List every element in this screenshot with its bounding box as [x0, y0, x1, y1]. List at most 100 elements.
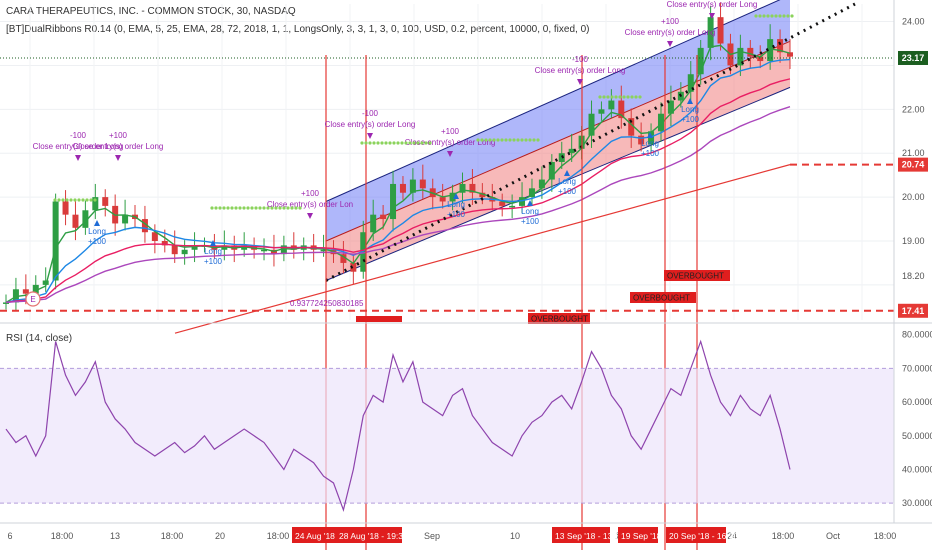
candle-body	[588, 113, 595, 136]
date-badge-box	[666, 527, 726, 543]
candle-body	[32, 284, 39, 294]
trade-amount-label: +100	[301, 189, 320, 198]
entry-arrow	[564, 170, 570, 176]
long-entry-label: Long	[447, 200, 465, 209]
candle-body	[340, 254, 347, 263]
target-dot	[214, 206, 218, 210]
target-dot	[254, 206, 258, 210]
target-dot	[368, 141, 372, 145]
date-badge-label: 13 Sep '18 - 13:30	[555, 531, 624, 541]
overbought-box	[630, 292, 696, 303]
time-tick-label: 10	[510, 531, 520, 541]
candle-body	[707, 17, 714, 48]
target-dot	[408, 141, 412, 145]
candle-body	[171, 245, 178, 255]
target-dot	[388, 141, 392, 145]
date-badge-label: 19 Sep '18	[621, 531, 662, 541]
target-dot	[250, 206, 254, 210]
target-dot	[274, 206, 278, 210]
candle-body	[737, 47, 744, 66]
long-amount-label: +100	[641, 149, 660, 158]
candle-body	[628, 118, 635, 136]
ribbon-slowest-ema	[5, 106, 791, 304]
candle-body	[52, 201, 59, 281]
target-dot	[226, 206, 230, 210]
target-dot	[89, 198, 93, 202]
candle-body	[390, 183, 397, 220]
target-dot	[222, 206, 226, 210]
target-dot	[294, 206, 298, 210]
trade-amount-label: -100	[70, 131, 87, 140]
target-dot	[630, 95, 634, 99]
candle-body	[528, 188, 535, 198]
target-dot	[480, 138, 484, 142]
close-entry-label: Close entry(s) order Long	[535, 66, 626, 75]
candle-body	[747, 47, 754, 57]
time-tick-label: 6	[7, 531, 12, 541]
target-dot	[754, 14, 758, 18]
candle-body	[241, 245, 248, 250]
overbought-label: OVERBOUGHT	[531, 315, 588, 324]
candle-body	[320, 249, 327, 252]
overbought-box	[528, 313, 590, 324]
candle-body	[717, 17, 724, 44]
candle-body	[82, 210, 89, 228]
target-dot	[782, 14, 786, 18]
target-dot	[484, 138, 488, 142]
target-dot	[93, 198, 97, 202]
target-dot	[786, 14, 790, 18]
target-dot	[622, 95, 626, 99]
ribbon-fast-ema	[5, 44, 791, 304]
exit-arrow	[447, 151, 453, 157]
time-tick-label: 18:00	[772, 531, 795, 541]
target-dot	[774, 14, 778, 18]
candle-body	[499, 201, 506, 206]
lower-level-tag-box	[898, 303, 928, 318]
candle-body	[767, 39, 774, 62]
candle-body	[697, 47, 704, 75]
fib-level-label: 0.937724250830185	[290, 299, 364, 308]
rsi-tick-label: 60.0000	[902, 397, 932, 407]
target-dot	[766, 14, 770, 18]
target-dot	[778, 14, 782, 18]
long-amount-label: +100	[88, 237, 107, 246]
candle-body	[479, 192, 486, 198]
lower-level-tag: 17.41	[902, 306, 925, 316]
time-tick-label: Sep	[424, 531, 440, 541]
date-badge-label: 28 Aug '18 - 19:30	[339, 531, 408, 541]
long-entry-label: Long	[558, 177, 576, 186]
candle-body	[42, 280, 49, 285]
rsi-tick-label: 40.0000	[902, 464, 932, 474]
long-amount-label: +100	[521, 217, 540, 226]
entry-arrow	[647, 132, 653, 138]
target-dot	[266, 206, 270, 210]
candle-body	[568, 148, 575, 154]
candle-body	[122, 214, 129, 224]
price-tick-label: 18.20	[902, 271, 925, 281]
long-entry-label: Long	[204, 247, 222, 256]
target-dot	[508, 138, 512, 142]
close-entry-label: Close entry(s) order Long	[33, 142, 124, 151]
channel-upper-fill	[326, 0, 790, 241]
target-dot	[298, 206, 302, 210]
target-dot	[65, 198, 69, 202]
target-dot	[606, 95, 610, 99]
time-tick-label: 18:00	[874, 531, 897, 541]
long-amount-label: +100	[681, 115, 700, 124]
close-entry-label: Close entry(s) order Long	[73, 142, 164, 151]
target-dot	[516, 138, 520, 142]
target-dot	[364, 141, 368, 145]
signal-marker-box	[356, 316, 402, 322]
candle-body	[72, 214, 79, 228]
close-entry-label: Close entry(s) order Lon	[267, 200, 353, 209]
trade-amount-label: +100	[441, 127, 460, 136]
target-dot	[476, 138, 480, 142]
target-dot	[520, 138, 524, 142]
rsi-band	[0, 368, 894, 504]
channel-midline	[325, 40, 791, 242]
price-tick-label: 21.00	[902, 148, 925, 158]
target-dot	[770, 14, 774, 18]
candle-body	[191, 245, 198, 250]
time-tick-label: 20	[215, 531, 225, 541]
